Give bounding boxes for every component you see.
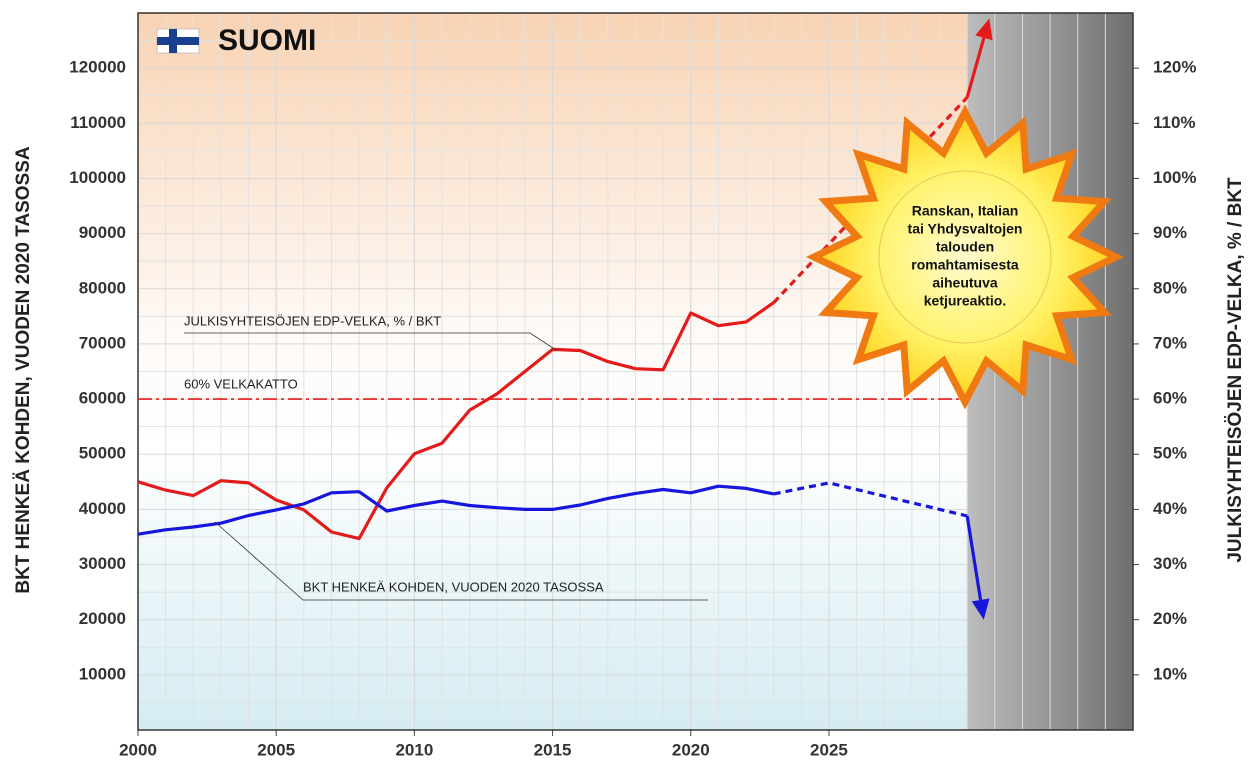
annotation-line: romahtamisesta [911,257,1019,273]
y-tick-label: 40000 [79,499,126,518]
chart-title: SUOMI [218,24,316,57]
y-axis-title: BKT HENKEÄ KOHDEN, VUODEN 2020 TASOSSA [13,146,34,594]
x-tick-label: 2000 [119,740,157,759]
y-tick-label: 10000 [79,664,126,683]
y2-tick-label: 60% [1153,389,1187,408]
y2-tick-label: 30% [1153,554,1187,573]
y-tick-label: 50000 [79,444,126,463]
y-tick-label: 20000 [79,609,126,628]
y2-tick-label: 20% [1153,609,1187,628]
reference-label: 60% VELKAKATTO [184,377,298,392]
y-tick-label: 120000 [69,58,126,77]
y2-tick-label: 40% [1153,499,1187,518]
x-tick-label: 2010 [395,740,433,759]
y2-tick-label: 110% [1153,113,1196,132]
y2-tick-label: 80% [1153,278,1187,297]
x-tick-label: 2020 [672,740,710,759]
x-tick-label: 2025 [810,740,848,759]
annotation-line: aiheutuva [932,275,998,291]
annotation-line: talouden [936,239,994,255]
annotation-line: tai Yhdysvaltojen [908,221,1023,237]
y2-tick-label: 70% [1153,333,1187,352]
series-label: BKT HENKEÄ KOHDEN, VUODEN 2020 TASOSSA [303,579,604,594]
x-tick-label: 2005 [257,740,295,759]
y2-tick-label: 90% [1153,223,1187,242]
x-tick-label: 2015 [534,740,572,759]
y-tick-label: 90000 [79,223,126,242]
y2-tick-label: 50% [1153,444,1187,463]
y-tick-label: 30000 [79,554,126,573]
series-label: JULKISYHTEISÖJEN EDP-VELKA, % / BKT [184,313,441,328]
y-tick-label: 110000 [70,113,126,132]
annotation-line: ketjureaktio. [924,293,1006,309]
y2-axis-title: JULKISYHTEISÖJEN EDP-VELKA, % / BKT [1225,177,1246,563]
y-tick-label: 70000 [79,333,126,352]
flag [157,29,199,53]
y-tick-label: 100000 [69,168,126,187]
annotation-line: Ranskan, Italian [912,203,1019,219]
y-tick-label: 80000 [79,278,126,297]
y2-tick-label: 10% [1153,664,1187,683]
y-tick-label: 60000 [79,389,126,408]
y2-tick-label: 120% [1153,58,1196,77]
y2-tick-label: 100% [1153,168,1196,187]
chart: SUOMI BKT HENKEÄ KOHDEN, VUODEN 2020 TAS… [0,0,1251,765]
